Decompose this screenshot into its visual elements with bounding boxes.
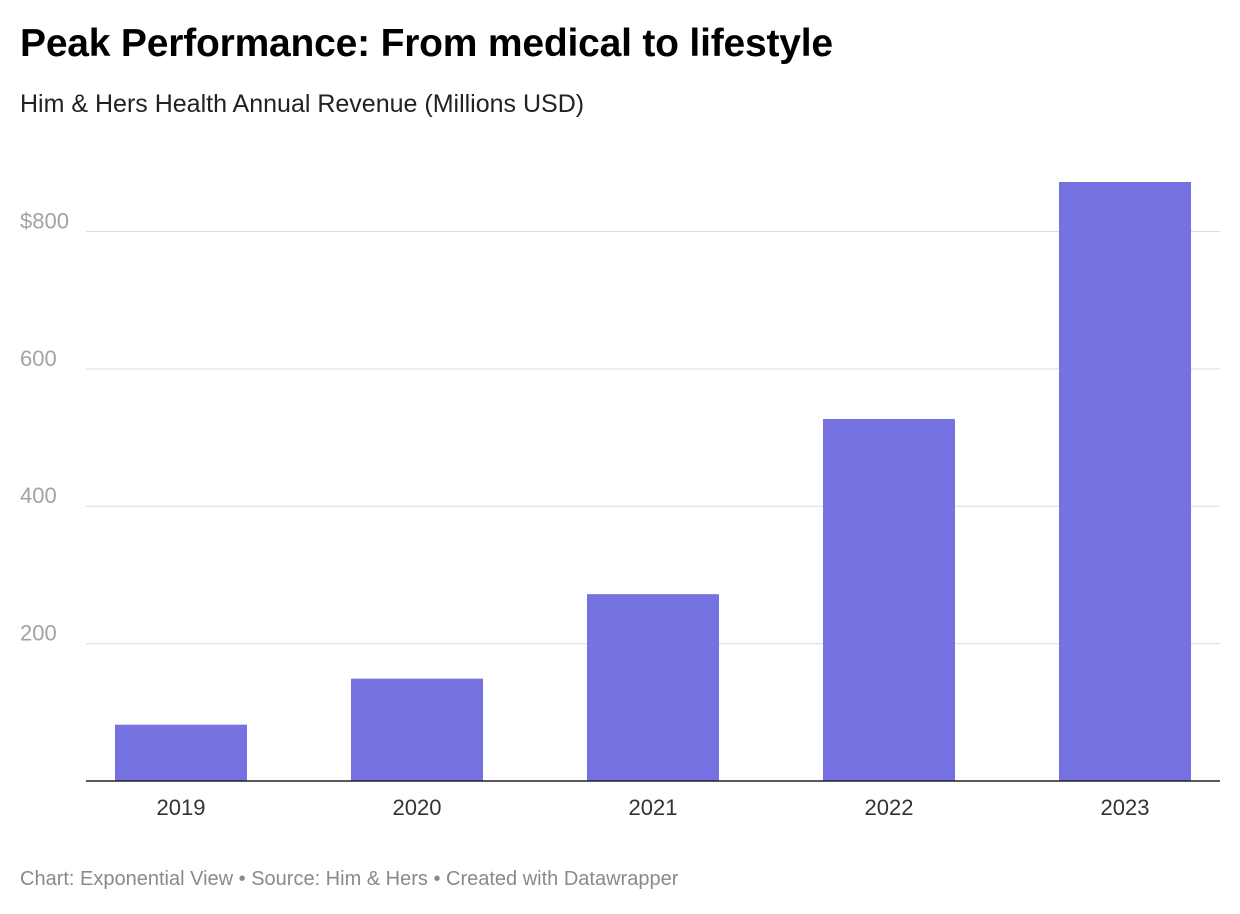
bar-2022 <box>823 418 955 781</box>
bar-chart: 200 400 600 $800 2019 2020 2021 2022 2023 <box>20 182 1220 820</box>
y-tick-label-800: $800 <box>20 208 69 233</box>
x-tick-label-2019: 2019 <box>157 795 206 820</box>
x-tick-label-2023: 2023 <box>1101 795 1150 820</box>
x-tick-label-2021: 2021 <box>629 795 678 820</box>
bar-2023 <box>1059 182 1191 781</box>
y-tick-label-600: 600 <box>20 346 57 371</box>
y-tick-label-400: 400 <box>20 483 57 508</box>
bars <box>115 182 1191 781</box>
y-axis-ticks: 200 400 600 $800 <box>20 208 69 645</box>
bar-2020 <box>351 678 483 781</box>
gridlines <box>86 230 1220 645</box>
chart-subtitle: Him & Hers Health Annual Revenue (Millio… <box>20 90 585 118</box>
x-tick-label-2022: 2022 <box>865 795 914 820</box>
chart-title: Peak Performance: From medical to lifest… <box>20 22 833 65</box>
x-axis-labels: 2019 2020 2021 2022 2023 <box>157 795 1150 820</box>
bar-2021 <box>587 594 719 781</box>
bar-2019 <box>115 724 247 781</box>
y-tick-label-200: 200 <box>20 621 57 646</box>
chart-footer: Chart: Exponential View • Source: Him & … <box>20 868 679 890</box>
x-tick-label-2020: 2020 <box>393 795 442 820</box>
